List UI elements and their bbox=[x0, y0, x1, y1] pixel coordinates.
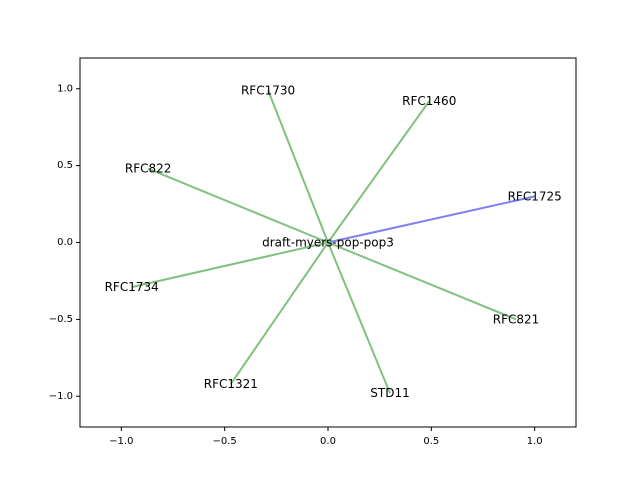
node-label-std11: STD11 bbox=[370, 386, 409, 400]
x-tick-label: 0.0 bbox=[320, 436, 336, 447]
center-node-label: draft-myers-pop-pop3 bbox=[262, 236, 394, 250]
edge-rfc1725 bbox=[327, 195, 535, 244]
y-tick-label: 1.0 bbox=[57, 83, 73, 94]
y-axis: −1.0 −0.5 0.0 0.5 1.0 bbox=[49, 83, 80, 402]
x-axis: −1.0 −0.5 0.0 0.5 1.0 bbox=[109, 427, 543, 447]
y-tick-label: 0.5 bbox=[57, 160, 73, 171]
y-tick-label: −1.0 bbox=[49, 391, 73, 402]
edge-rfc1460 bbox=[327, 100, 431, 244]
node-label-rfc821: RFC821 bbox=[493, 312, 540, 326]
edge-rfc821 bbox=[327, 241, 517, 321]
node-label-rfc1460: RFC1460 bbox=[402, 94, 456, 108]
x-tick-label: 1.0 bbox=[527, 436, 543, 447]
x-tick-label: 0.5 bbox=[423, 436, 439, 447]
x-tick-label: −0.5 bbox=[213, 436, 237, 447]
x-tick-label: −1.0 bbox=[109, 436, 133, 447]
y-tick-label: 0.0 bbox=[57, 237, 73, 248]
edge-rfc1321 bbox=[230, 241, 329, 385]
edge-rfc1734 bbox=[131, 241, 329, 289]
node-label-rfc1730: RFC1730 bbox=[241, 83, 295, 97]
node-label-rfc1321: RFC1321 bbox=[204, 377, 258, 391]
edges-group bbox=[131, 89, 535, 394]
node-label-rfc1734: RFC1734 bbox=[105, 280, 159, 294]
node-label-rfc822: RFC822 bbox=[125, 162, 172, 176]
node-label-rfc1725: RFC1725 bbox=[508, 189, 562, 203]
edge-rfc1730 bbox=[267, 89, 329, 243]
edge-std11 bbox=[327, 242, 391, 394]
edge-rfc822 bbox=[147, 167, 329, 244]
node-labels-group: RFC1725 RFC1460 RFC1730 RFC822 RFC1734 RFC132… bbox=[105, 83, 562, 400]
y-tick-label: −0.5 bbox=[49, 314, 73, 325]
